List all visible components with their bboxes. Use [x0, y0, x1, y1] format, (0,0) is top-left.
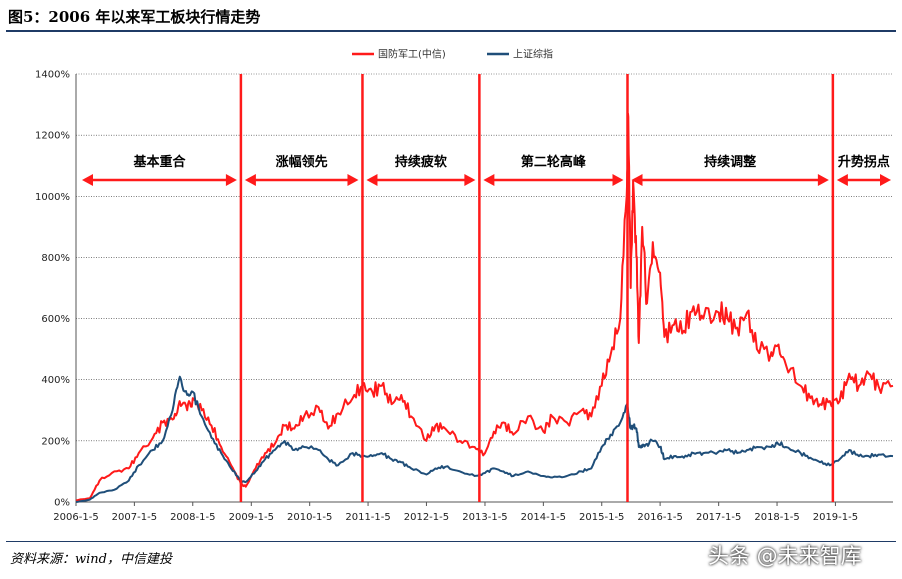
phase-arrow-left-head: [836, 174, 848, 186]
chart-series: [75, 112, 894, 503]
phase-arrow-left-head: [366, 174, 378, 186]
y-tick-label: 0%: [54, 498, 70, 509]
phase-label: 涨幅领先: [275, 154, 328, 170]
x-tick-label: 2011-1-5: [345, 512, 390, 523]
title-divider: [6, 30, 896, 32]
x-tick-label: 2016-1-5: [637, 512, 682, 523]
y-tick-label: 200%: [41, 436, 70, 447]
phase-arrow-right-head: [612, 174, 624, 186]
phase-arrow-right-head: [880, 174, 891, 186]
phase-arrow-right-head: [225, 174, 237, 186]
x-tick-label: 2008-1-5: [170, 512, 215, 523]
phase-arrow-right-head: [464, 174, 476, 186]
phase-arrow-left-head: [631, 174, 643, 186]
legend-label: 国防军工(中信): [378, 48, 446, 61]
phase-label: 持续疲软: [395, 154, 447, 170]
phase-label: 持续调整: [704, 154, 757, 170]
phase-arrow-left-head: [244, 174, 256, 186]
chart-legend: 国防军工(中信) 上证综指: [352, 48, 553, 61]
phase-arrow-right-head: [817, 174, 829, 186]
phase-annotations: 基本重合 涨幅领先 持续疲软 第二轮高峰 持续调整 升势拐点: [82, 154, 891, 186]
y-tick-label: 1200%: [35, 131, 70, 142]
y-tick-label: 600%: [41, 314, 70, 325]
source-note: 资料来源：wind，中信建投: [10, 552, 172, 567]
x-tick-label: 2012-1-5: [404, 512, 449, 523]
x-tick-label: 2014-1-5: [521, 512, 566, 523]
chart-grid: [76, 73, 893, 442]
watermark: 头条 @未来智库: [708, 544, 862, 568]
x-tick-label: 2009-1-5: [229, 512, 274, 523]
phase-arrow-right-head: [347, 174, 359, 186]
x-tick-label: 2006-1-5: [53, 512, 98, 523]
x-tick-label: 2019-1-5: [813, 512, 858, 523]
line-chart: 国防军工(中信) 上证综指 0% 200% 400% 600% 800% 1000% 1200…: [35, 48, 894, 523]
x-tick-label: 2018-1-5: [754, 512, 799, 523]
series-line-shanghai: [75, 375, 894, 503]
phase-label: 第二轮高峰: [521, 154, 587, 170]
series-line-defense: [75, 112, 894, 502]
phase-arrow-left-head: [483, 174, 495, 186]
chart-title: 图5：2006 年以来军工板块行情走势: [8, 8, 261, 26]
x-tick-label: 2007-1-5: [112, 512, 157, 523]
phase-dividers: [239, 74, 835, 502]
phase-label: 升势拐点: [838, 154, 890, 170]
x-tick-label: 2013-1-5: [462, 512, 507, 523]
y-axis: 0% 200% 400% 600% 800% 1000% 1200% 1400%: [35, 70, 77, 509]
y-tick-label: 800%: [41, 253, 70, 264]
phase-label: 基本重合: [132, 154, 186, 170]
x-tick-label: 2010-1-5: [287, 512, 332, 523]
x-axis: 2006-1-5 2007-1-5 2008-1-5 2009-1-5 2010-1-5…: [53, 501, 893, 523]
phase-arrow-left-head: [82, 174, 93, 186]
x-tick-label: 2015-1-5: [579, 512, 624, 523]
x-tick-label: 2017-1-5: [696, 512, 741, 523]
y-tick-label: 1400%: [35, 70, 70, 81]
legend-label: 上证综指: [513, 48, 553, 61]
y-tick-label: 400%: [41, 375, 70, 386]
footer-divider: [6, 541, 896, 542]
y-tick-label: 1000%: [35, 192, 70, 203]
